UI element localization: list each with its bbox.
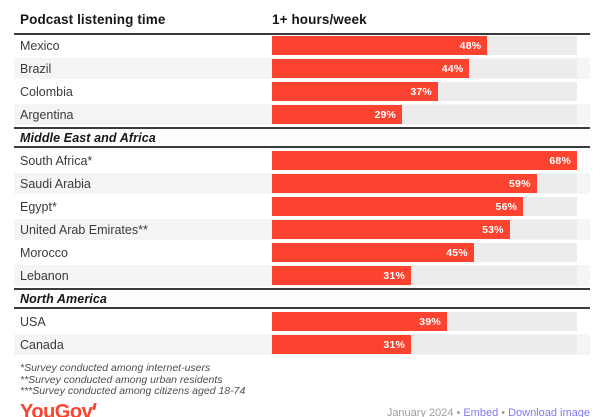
bar-value-label: 48% [459,39,482,52]
table-row: United Arab Emirates** 53% [14,219,590,240]
table-row: South Africa* 68% [14,150,590,171]
footnote-line: **Survey conducted among urban residents [20,373,223,386]
chart-body: Mexico 48% Brazil 44% Colombia 37% Argentina 29… [14,35,590,355]
yougov-logo-tick [92,402,97,410]
bar-value-label: 59% [508,177,531,190]
header-rule [14,33,590,35]
bar-track: 48% [272,36,577,55]
bar-track: 44% [272,59,577,78]
bar: 45% [272,243,474,262]
country-label: Morocco [20,245,68,260]
footer: YouGov January 2024 • Embed • Download image [14,401,590,417]
country-label: South Africa* [20,153,93,168]
bar-track: 37% [272,82,577,101]
country-label: Brazil [20,61,52,76]
table-row: Lebanon 31% [14,265,590,286]
footnotes: *Survey conducted among internet-users *… [14,362,590,398]
country-label: Mexico [20,38,60,53]
bar-track: 45% [272,243,577,262]
bar: 39% [272,312,447,331]
footnote-line: ***Survey conducted among citizens aged … [20,385,246,397]
country-label: USA [20,314,46,329]
bar-track: 39% [272,312,577,331]
section-header-label: Middle East and Africa [20,130,156,145]
bar-track: 59% [272,174,577,193]
table-row: USA 39% [14,311,590,332]
table-row: Saudi Arabia 59% [14,173,590,194]
bar-value-label: 31% [383,338,406,351]
table-row: Mexico 48% [14,35,590,56]
bar: 44% [272,59,470,78]
bar-value-label: 68% [549,154,571,167]
bar-value-label: 56% [495,200,518,213]
country-label: United Arab Emirates** [20,222,148,237]
bar-track: 29% [272,105,577,124]
yougov-logo-text: YouGov [20,400,93,417]
table-row: Brazil 44% [14,58,590,79]
bar: 53% [272,220,510,239]
country-label: Lebanon [20,268,69,283]
bar-track: 53% [272,220,577,239]
country-label: Egypt* [20,199,57,214]
country-label: Colombia [20,84,73,99]
bar-value-label: 44% [441,62,464,75]
bar: 68% [272,151,577,170]
chart-title: Podcast listening time [20,12,166,27]
embed-link[interactable]: Embed [463,406,499,417]
bar: 31% [272,335,412,354]
download-image-link[interactable]: Download image [508,406,590,417]
bar: 56% [272,197,524,216]
section-header: Middle East and Africa [14,127,590,148]
table-row: Argentina 29% [14,104,590,125]
bar: 48% [272,36,488,55]
bar-value-label: 53% [482,223,504,236]
value-column-header: 1+ hours/week [272,12,367,27]
yougov-logo: YouGov [20,400,97,417]
bar-track: 31% [272,335,577,354]
table-row: Egypt* 56% [14,196,590,217]
separator-dot: • [501,406,506,417]
table-row: Canada 31% [14,334,590,355]
bar-value-label: 29% [374,108,397,121]
bar: 31% [272,266,412,285]
bar-track: 68% [272,151,577,170]
footer-meta: January 2024 • Embed • Download image [387,401,590,417]
bar-track: 31% [272,266,577,285]
bar-track: 56% [272,197,577,216]
column-header-row: Podcast listening time 1+ hours/week [14,11,590,31]
country-label: Argentina [20,107,74,122]
bar-value-label: 37% [410,85,432,98]
section-header: North America [14,288,590,309]
country-label: Saudi Arabia [20,176,91,191]
bar-value-label: 45% [446,246,468,259]
footnote-line: *Survey conducted among internet-users [20,362,211,374]
separator-dot: • [456,406,461,417]
bar: 29% [272,105,403,124]
table-row: Morocco 45% [14,242,590,263]
bar-value-label: 39% [419,315,441,328]
country-label: Canada [20,337,64,352]
bar-value-label: 31% [383,269,406,282]
publish-date: January 2024 [386,406,454,417]
section-header-label: North America [20,291,107,306]
table-row: Colombia 37% [14,81,590,102]
bar: 37% [272,82,438,101]
bar: 59% [272,174,537,193]
